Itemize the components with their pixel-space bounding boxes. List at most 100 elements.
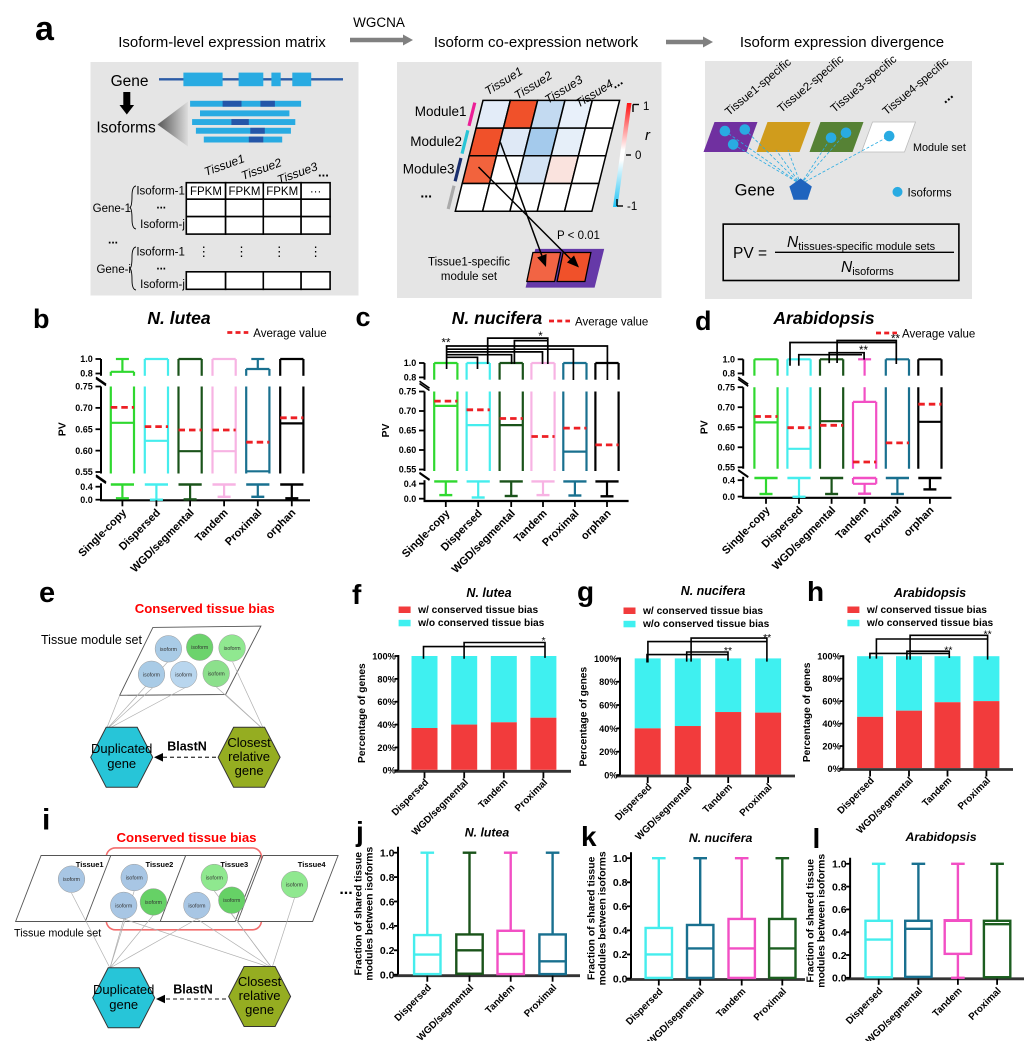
svg-text:80%: 80%: [822, 674, 840, 684]
svg-text:0.75: 0.75: [75, 382, 93, 392]
svg-text:0.8: 0.8: [722, 369, 735, 379]
svg-text:Isoform co-expression network: Isoform co-expression network: [434, 34, 639, 51]
svg-text:isoform: isoform: [126, 876, 143, 882]
svg-text:20%: 20%: [822, 741, 840, 751]
svg-text:Closest: Closest: [227, 735, 271, 750]
svg-text:WGCNA: WGCNA: [353, 15, 405, 30]
svg-text:FPKM: FPKM: [266, 186, 298, 198]
svg-text:h: h: [807, 576, 824, 607]
svg-text:**: **: [944, 645, 952, 657]
svg-text:0.8: 0.8: [832, 881, 847, 893]
svg-text:g: g: [577, 576, 594, 607]
svg-text:c: c: [356, 302, 371, 332]
svg-text:0.0: 0.0: [832, 973, 847, 985]
svg-text:Tissue3: Tissue3: [220, 860, 248, 869]
svg-text:0.60: 0.60: [399, 445, 417, 455]
svg-text:Gene-1: Gene-1: [93, 203, 131, 215]
svg-text:Tissue2: Tissue2: [146, 860, 174, 869]
svg-text:Fraction of shared tissue: Fraction of shared tissue: [587, 856, 598, 980]
svg-text:isoform: isoform: [145, 900, 162, 906]
svg-text:isoform: isoform: [208, 672, 225, 678]
svg-text:isoform: isoform: [223, 898, 240, 904]
svg-text:i: i: [42, 804, 50, 837]
svg-text:PV =: PV =: [733, 245, 767, 262]
svg-text:0.6: 0.6: [613, 901, 628, 913]
svg-text:⋮: ⋮: [273, 244, 286, 259]
svg-text:BlastN: BlastN: [167, 740, 207, 754]
svg-text:Arabidopsis: Arabidopsis: [893, 586, 966, 600]
svg-text:Gene: Gene: [735, 182, 775, 200]
svg-text:Gene: Gene: [111, 73, 149, 90]
svg-text:Isoform-1: Isoform-1: [136, 186, 185, 198]
svg-text:BlastN: BlastN: [173, 983, 213, 997]
svg-text:0.2: 0.2: [832, 950, 847, 962]
svg-text:0.55: 0.55: [75, 467, 93, 477]
svg-text:gene: gene: [109, 997, 138, 1012]
svg-text:w/o conserved tissue bias: w/o conserved tissue bias: [866, 618, 994, 629]
svg-text:0.0: 0.0: [380, 970, 395, 982]
svg-text:Gene-i: Gene-i: [96, 264, 131, 276]
svg-text:r: r: [645, 127, 651, 144]
svg-text:module set: module set: [441, 271, 498, 283]
svg-text:Average value: Average value: [575, 316, 648, 328]
svg-text:isoform: isoform: [115, 903, 132, 909]
svg-text:modules between isoforms: modules between isoforms: [598, 851, 609, 985]
svg-text:...: ...: [339, 881, 352, 898]
svg-text:j: j: [355, 816, 364, 847]
svg-text:1: 1: [643, 101, 649, 113]
svg-text:isoform: isoform: [191, 645, 208, 651]
svg-text:Tissue module set: Tissue module set: [41, 633, 142, 647]
svg-text:20%: 20%: [599, 747, 617, 757]
svg-text:PV: PV: [57, 422, 69, 436]
svg-text:80%: 80%: [599, 677, 617, 687]
svg-text:0.75: 0.75: [399, 387, 417, 397]
svg-text:0: 0: [635, 150, 641, 162]
svg-text:N. lutea: N. lutea: [465, 826, 510, 840]
svg-text:100%: 100%: [817, 652, 841, 662]
svg-text:0.70: 0.70: [717, 402, 735, 412]
svg-text:**: **: [724, 645, 732, 657]
svg-text:0.0: 0.0: [722, 492, 735, 502]
svg-text:40%: 40%: [822, 719, 840, 729]
svg-text:Percentage of genes: Percentage of genes: [802, 662, 813, 762]
svg-text:0.4: 0.4: [380, 921, 395, 933]
svg-text:...: ...: [318, 165, 329, 180]
svg-text:**: **: [859, 345, 868, 357]
svg-text:0.2: 0.2: [613, 949, 628, 961]
svg-text:1.0: 1.0: [832, 859, 847, 871]
svg-text:Percentage of genes: Percentage of genes: [357, 663, 368, 763]
svg-text:-1: -1: [627, 201, 637, 213]
svg-text:20%: 20%: [377, 743, 395, 753]
svg-text:Average value: Average value: [253, 328, 326, 340]
svg-text:1.0: 1.0: [380, 848, 395, 860]
svg-text:0.70: 0.70: [399, 406, 417, 416]
svg-text:0.60: 0.60: [75, 446, 93, 456]
svg-text:N. nucifera: N. nucifera: [689, 831, 753, 845]
svg-text:isoform: isoform: [188, 903, 205, 909]
svg-text:gene: gene: [107, 756, 136, 771]
svg-text:0.65: 0.65: [75, 424, 93, 434]
svg-text:Percentage of genes: Percentage of genes: [579, 667, 590, 767]
svg-text:0.0: 0.0: [80, 495, 93, 505]
svg-text:0.8: 0.8: [80, 369, 93, 379]
svg-text:*: *: [541, 635, 545, 647]
svg-text:0.65: 0.65: [717, 422, 735, 432]
svg-text:Tissue1: Tissue1: [76, 860, 104, 869]
svg-text:0%: 0%: [604, 770, 617, 780]
svg-text:isoform: isoform: [206, 876, 223, 882]
svg-text:Closest: Closest: [238, 974, 282, 989]
svg-text:60%: 60%: [822, 697, 840, 707]
svg-text:Module2: Module2: [410, 134, 462, 149]
svg-text:relative: relative: [228, 749, 270, 764]
svg-text:Duplicated: Duplicated: [91, 741, 152, 756]
svg-text:Conserved tissue bias: Conserved tissue bias: [135, 601, 275, 616]
svg-text:isoform: isoform: [175, 673, 192, 679]
svg-text:Module3: Module3: [403, 162, 455, 177]
svg-text:...: ...: [108, 233, 118, 247]
svg-text:40%: 40%: [377, 720, 395, 730]
svg-text:Tissue1-specific: Tissue1-specific: [428, 257, 510, 269]
svg-text:**: **: [763, 632, 771, 644]
svg-text:*: *: [538, 331, 543, 343]
svg-text:PV: PV: [699, 420, 711, 434]
svg-text:w/ conserved tissue bias: w/ conserved tissue bias: [417, 605, 538, 616]
